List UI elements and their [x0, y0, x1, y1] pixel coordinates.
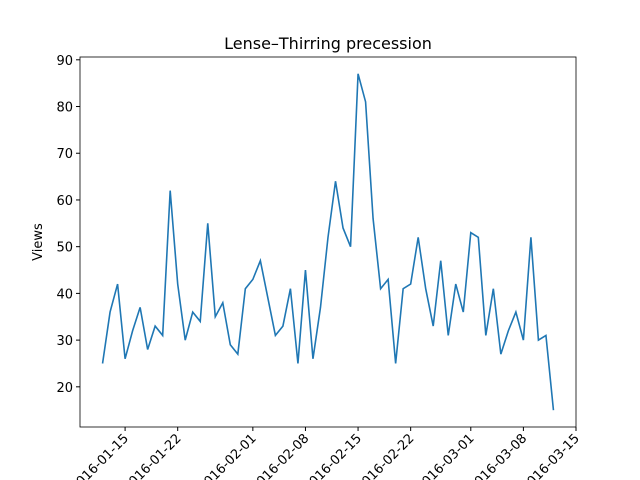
plot-frame	[79, 56, 577, 428]
y-tick-label: 50	[56, 241, 73, 256]
line	[101, 73, 555, 411]
y-tick-label: 90	[56, 54, 73, 69]
y-tick-label: 80	[56, 101, 73, 116]
y-tick-label: 60	[56, 194, 73, 209]
y-tick-label: 70	[56, 147, 73, 162]
y-tick-label: 40	[56, 287, 73, 302]
y-axis-label: Views	[31, 223, 46, 261]
y-tick-label: 30	[56, 334, 73, 349]
y-tick-label: 20	[56, 381, 73, 396]
chart-title: Lense–Thirring precession	[224, 34, 432, 53]
